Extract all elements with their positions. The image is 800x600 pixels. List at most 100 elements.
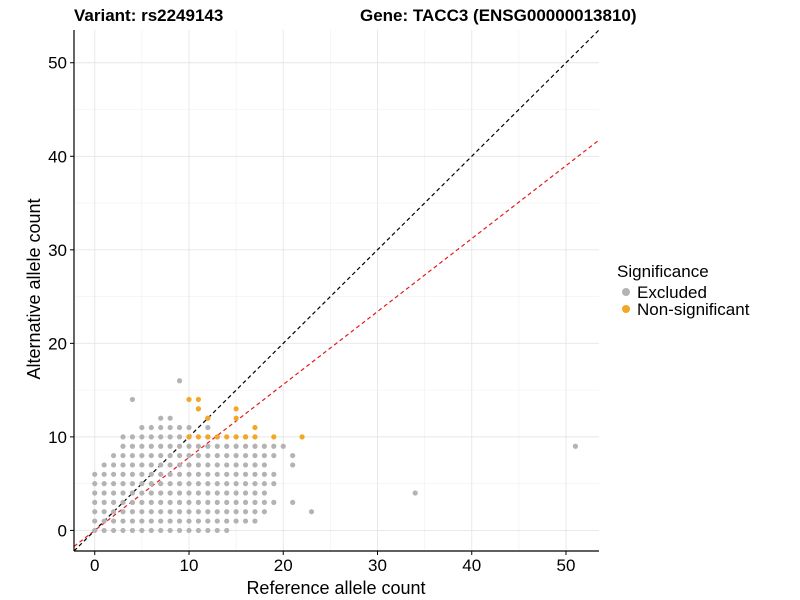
point-excluded-24 — [120, 527, 126, 534]
point-excluded-34 — [120, 434, 126, 440]
point-excluded-131 — [195, 443, 202, 449]
point-excluded-96 — [167, 415, 173, 421]
point-excluded-211 — [290, 452, 296, 459]
point-non-significant-1 — [186, 434, 192, 440]
y-tick-label-1: 10 — [48, 428, 67, 447]
point-excluded-65 — [148, 471, 154, 477]
point-excluded-21 — [110, 471, 117, 477]
point-excluded-115 — [186, 481, 192, 487]
point-excluded-84 — [167, 527, 173, 534]
point-excluded-7 — [101, 527, 107, 534]
point-excluded-119 — [186, 443, 192, 449]
y-tick-label-0: 0 — [58, 521, 67, 540]
point-excluded-128 — [195, 471, 202, 477]
point-excluded-196 — [261, 499, 267, 505]
point-excluded-108 — [176, 424, 183, 431]
point-excluded-75 — [158, 490, 164, 496]
point-excluded-181 — [242, 471, 249, 477]
point-excluded-69 — [148, 434, 154, 440]
point-excluded-150 — [214, 490, 220, 496]
point-excluded-63 — [148, 490, 154, 496]
point-excluded-201 — [261, 452, 267, 459]
point-excluded-77 — [158, 471, 164, 477]
point-excluded-67 — [148, 452, 154, 459]
point-excluded-174 — [233, 452, 239, 459]
point-excluded-18 — [110, 499, 117, 505]
point-excluded-160 — [224, 499, 230, 505]
point-excluded-203 — [271, 499, 277, 505]
point-excluded-112 — [186, 509, 192, 515]
point-excluded-152 — [214, 471, 220, 477]
point-excluded-125 — [195, 499, 202, 505]
point-excluded-191 — [252, 471, 258, 477]
point-excluded-165 — [224, 452, 230, 459]
point-excluded-199 — [261, 471, 267, 477]
point-excluded-0 — [92, 527, 98, 534]
point-excluded-73 — [158, 509, 164, 515]
point-excluded-151 — [214, 481, 220, 487]
point-excluded-186 — [252, 518, 258, 524]
point-excluded-177 — [242, 509, 249, 515]
point-excluded-53 — [139, 471, 145, 477]
point-excluded-6 — [92, 471, 98, 477]
point-excluded-198 — [261, 481, 267, 487]
chart-title-gene: Gene: TACC3 (ENSG00000013810) — [360, 6, 637, 25]
point-non-significant-9 — [233, 406, 239, 412]
point-excluded-57 — [139, 434, 145, 440]
point-excluded-192 — [252, 462, 258, 468]
point-excluded-142 — [205, 443, 211, 449]
point-non-significant-11 — [233, 434, 239, 440]
grid-lines — [74, 30, 599, 551]
point-excluded-46 — [129, 396, 136, 403]
legend: Significance Excluded Non-significant — [617, 262, 750, 319]
point-non-significant-16 — [299, 434, 305, 440]
point-excluded-42 — [129, 462, 136, 468]
point-excluded-172 — [233, 471, 239, 477]
point-non-significant-4 — [195, 434, 202, 440]
point-excluded-85 — [167, 518, 173, 524]
point-excluded-111 — [186, 518, 192, 524]
point-excluded-45 — [129, 434, 136, 440]
reference-lines — [73, 29, 600, 552]
point-non-significant-2 — [195, 396, 202, 403]
point-excluded-22 — [110, 462, 117, 468]
point-excluded-28 — [120, 490, 126, 496]
point-excluded-74 — [158, 499, 164, 505]
point-excluded-89 — [167, 481, 173, 487]
point-excluded-27 — [120, 499, 126, 505]
point-excluded-195 — [261, 509, 267, 515]
point-excluded-161 — [224, 490, 230, 496]
point-excluded-58 — [139, 424, 145, 431]
point-excluded-209 — [290, 499, 296, 505]
point-excluded-92 — [167, 452, 173, 459]
point-excluded-19 — [110, 490, 117, 496]
point-excluded-14 — [101, 462, 107, 468]
point-excluded-130 — [195, 452, 202, 459]
point-excluded-39 — [129, 490, 136, 496]
point-excluded-154 — [214, 452, 220, 459]
legend-label-excluded: Excluded — [637, 283, 707, 302]
point-excluded-114 — [186, 490, 192, 496]
point-excluded-123 — [195, 518, 202, 524]
reference-line-1 — [73, 139, 600, 547]
point-excluded-153 — [214, 462, 220, 468]
point-excluded-194 — [252, 443, 258, 449]
point-excluded-170 — [233, 490, 239, 496]
point-excluded-23 — [110, 452, 117, 459]
point-excluded-72 — [158, 518, 164, 524]
point-excluded-121 — [186, 424, 192, 431]
point-excluded-158 — [224, 518, 230, 524]
point-excluded-25 — [120, 518, 126, 524]
x-tick-label-5: 50 — [557, 556, 576, 575]
point-excluded-93 — [167, 443, 173, 449]
point-excluded-40 — [129, 481, 136, 487]
point-excluded-47 — [139, 527, 145, 534]
point-excluded-117 — [186, 462, 192, 468]
point-excluded-70 — [148, 424, 154, 431]
point-excluded-11 — [101, 490, 107, 496]
point-excluded-210 — [290, 462, 296, 468]
point-non-significant-13 — [252, 424, 258, 431]
point-excluded-5 — [92, 481, 98, 487]
y-tick-label-4: 40 — [48, 147, 67, 166]
